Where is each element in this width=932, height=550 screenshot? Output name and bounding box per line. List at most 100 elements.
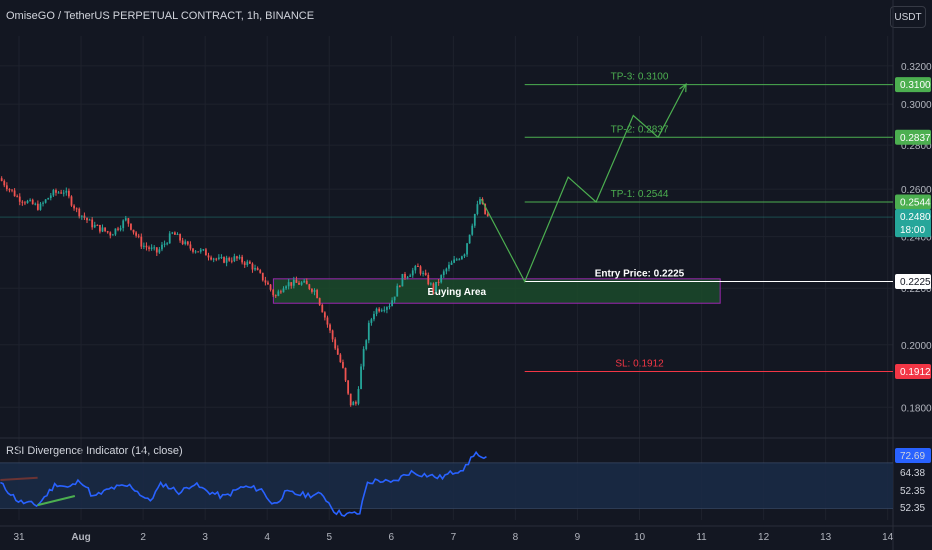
candle-body	[321, 304, 324, 313]
candle-body	[96, 224, 99, 226]
candle-body	[484, 203, 487, 215]
candle-body	[331, 330, 334, 340]
candle-body	[29, 199, 32, 201]
candle-body	[155, 247, 158, 253]
candle-body	[285, 286, 287, 289]
candle-body	[47, 198, 50, 200]
candle-body	[440, 275, 443, 283]
candle-body	[318, 298, 321, 305]
candle-body	[280, 291, 282, 293]
buying-area-label: Buying Area	[428, 287, 487, 298]
buying-area-layer: Buying Area	[272, 278, 721, 304]
candle-body	[261, 272, 264, 281]
candle-body	[267, 282, 269, 285]
price-label-target	[895, 129, 931, 145]
candle-body	[375, 308, 378, 314]
candle-body	[357, 388, 360, 404]
candle-body	[189, 244, 192, 249]
candle-body	[88, 219, 91, 221]
time-tick-label: 6	[389, 532, 395, 543]
candle-body	[254, 268, 256, 270]
candle-body	[303, 280, 306, 283]
candle-body	[274, 295, 277, 297]
candle-body	[323, 312, 326, 318]
currency-button[interactable]: USDT	[890, 6, 926, 28]
time-tick-label: 4	[264, 532, 270, 543]
candle-body	[367, 322, 370, 341]
rsi-panel: 72.69 64.38 52.35 52.35	[0, 448, 931, 517]
candle-body	[212, 258, 215, 260]
level-label-stop: SL: 0.1912	[615, 358, 664, 369]
candle-body	[290, 282, 293, 286]
candle-body	[39, 203, 42, 210]
candle-body	[161, 244, 163, 250]
price-label-last	[895, 209, 931, 238]
candle-body	[5, 185, 8, 190]
candle-body	[55, 190, 57, 193]
price-tick-label: 0.3200	[901, 62, 932, 73]
candle-body	[0, 178, 3, 181]
candle-body	[223, 257, 225, 263]
price-label-text: 0.2225	[900, 277, 931, 288]
candle-body	[259, 270, 262, 273]
candle-body	[468, 234, 471, 244]
time-tick-label: 9	[575, 532, 581, 543]
candle-body	[179, 234, 181, 241]
candle-body	[442, 271, 445, 276]
candle-body	[168, 233, 171, 244]
candle-body	[300, 282, 303, 285]
price-tick-label: 0.2000	[901, 341, 932, 352]
candle-body	[448, 264, 450, 269]
price-label-text: 0.2480	[900, 212, 931, 223]
candle-body	[437, 281, 440, 283]
rsi-axis-label: 52.35	[900, 503, 925, 514]
candle-body	[171, 232, 174, 234]
rsi-panel-title: RSI Divergence Indicator (14, close)	[6, 445, 183, 457]
candle-body	[148, 247, 150, 249]
candle-body	[429, 283, 432, 285]
candle-body	[176, 234, 179, 236]
candle-body	[380, 310, 383, 312]
candle-body	[34, 203, 37, 205]
price-label-text: 0.2544	[900, 197, 931, 208]
level-lines: TP-3: 0.3100 TP-2: 0.2837 TP-1: 0.2544 Entr…	[0, 72, 893, 372]
price-tick-label: 0.3000	[901, 100, 932, 111]
projection-path	[480, 83, 687, 283]
candle-body	[67, 190, 70, 197]
candle-body	[313, 290, 316, 292]
candle-body	[305, 280, 308, 285]
candle-body	[192, 248, 194, 252]
price-label-stop	[895, 363, 931, 379]
candle-body	[329, 324, 331, 331]
time-tick-label: 5	[326, 532, 332, 543]
candle-body	[52, 190, 55, 196]
candle-body	[174, 232, 176, 235]
level-label-target: TP-3: 0.3100	[611, 72, 669, 83]
candle-body	[460, 256, 463, 260]
candle-body	[391, 300, 393, 307]
rsi-axis-label: 72.69	[900, 451, 925, 462]
candle-body	[424, 272, 427, 275]
candle-body	[86, 217, 88, 221]
candle-body	[419, 266, 422, 274]
candle-body	[109, 232, 112, 236]
rsi-axis-label: 64.38	[900, 468, 925, 479]
price-label-text: 0.1912	[900, 367, 931, 378]
level-label-target: TP-1: 0.2544	[611, 189, 669, 200]
candle-body	[287, 282, 290, 287]
candle-body	[422, 272, 425, 274]
time-tick-label: 7	[451, 532, 457, 543]
candle-body	[8, 189, 11, 191]
candle-body	[406, 276, 409, 278]
candle-body	[62, 192, 65, 194]
candle-body	[57, 192, 60, 194]
candle-body	[140, 236, 143, 247]
candle-body	[393, 296, 396, 301]
candle-body	[197, 251, 200, 253]
candle-body	[119, 228, 122, 230]
candle-body	[264, 280, 267, 283]
candle-body	[455, 259, 458, 261]
candle-body	[230, 260, 233, 262]
candle-body	[427, 274, 430, 285]
